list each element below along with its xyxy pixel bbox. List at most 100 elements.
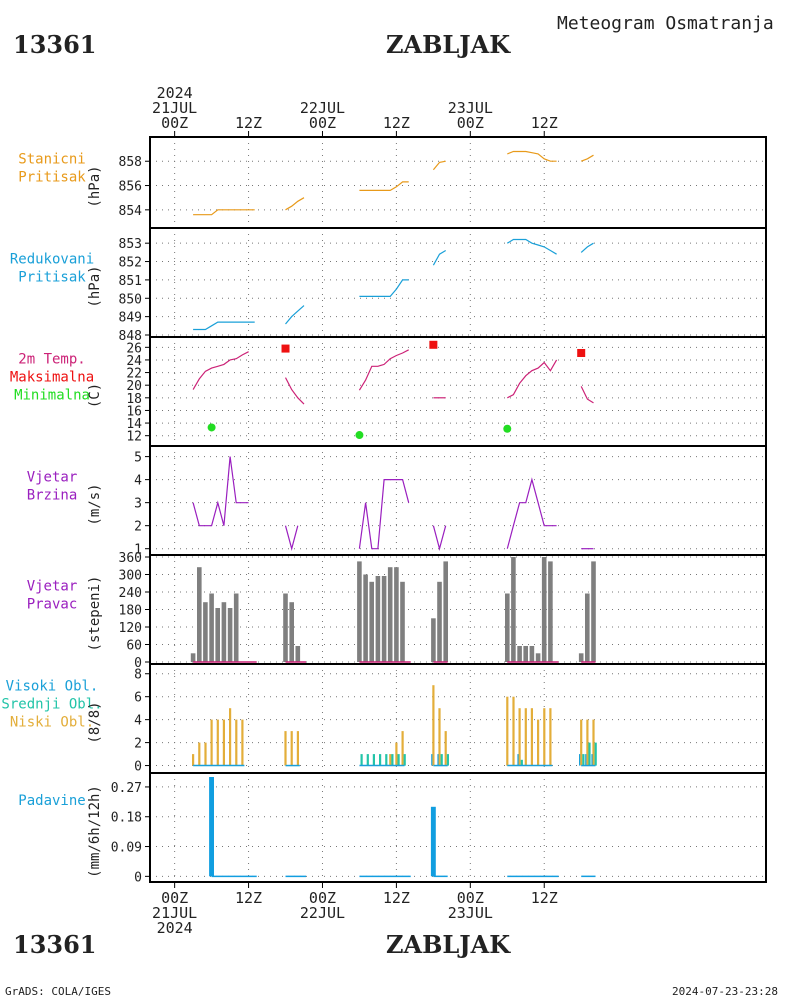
bar bbox=[397, 754, 400, 766]
bar bbox=[541, 557, 547, 662]
y-tick-label: 20 bbox=[126, 379, 142, 394]
panel-precipitation: 0 0.09 0.18 0.27 Padavine (mm/6h/12h) bbox=[18, 772, 767, 885]
bar bbox=[430, 806, 436, 877]
bar bbox=[530, 708, 533, 766]
y-tick-label: 60 bbox=[126, 639, 142, 654]
bar bbox=[387, 567, 393, 662]
x-tick-label-bottom: 00Z bbox=[161, 889, 188, 907]
series-line bbox=[193, 321, 255, 331]
bar bbox=[385, 754, 388, 766]
y-tick-label: 180 bbox=[119, 604, 142, 619]
series-line bbox=[506, 477, 557, 549]
bar bbox=[517, 646, 522, 662]
bar bbox=[222, 719, 225, 766]
bar bbox=[580, 719, 583, 766]
bar bbox=[579, 754, 581, 766]
footer-credit: GrADS: COLA/IGES bbox=[5, 985, 111, 998]
x-tick-label-top: 00Z bbox=[161, 114, 188, 132]
panel-clouds: 0 2 4 6 8 Visoki Obl. Srednji Obl. Niski Obl.(8… bbox=[1, 663, 767, 775]
y-tick-label: 6 bbox=[134, 691, 142, 706]
panel-label-line: Niski Obl. bbox=[10, 715, 94, 731]
x-tick-label-bottom: 12Z bbox=[383, 889, 410, 907]
bar bbox=[431, 618, 436, 663]
bar bbox=[506, 696, 509, 766]
y-tick-label: 851 bbox=[119, 274, 142, 289]
bar bbox=[543, 708, 546, 766]
panel-data bbox=[193, 238, 594, 331]
y-tick-label: 120 bbox=[119, 621, 142, 636]
x-tick-label-top: 22JUL bbox=[300, 99, 345, 117]
bar bbox=[295, 646, 301, 662]
bar bbox=[438, 708, 441, 766]
series-line bbox=[432, 249, 447, 266]
bar bbox=[233, 593, 239, 662]
y-tick-label: 3 bbox=[134, 497, 142, 512]
series-line bbox=[580, 242, 594, 253]
series-line bbox=[506, 238, 557, 255]
bar bbox=[290, 731, 293, 766]
y-tick-label: 360 bbox=[119, 551, 142, 566]
series-line bbox=[432, 525, 447, 552]
bar bbox=[389, 754, 392, 766]
panel-data bbox=[190, 557, 596, 663]
panel-label-line: Minimalna bbox=[14, 388, 90, 404]
y-tick-label: 2 bbox=[134, 737, 142, 752]
max-temp-marker bbox=[281, 344, 290, 353]
x-tick-label-bottom: 00Z bbox=[309, 889, 336, 907]
bar bbox=[520, 759, 523, 766]
y-tick-label: 24 bbox=[126, 354, 142, 369]
y-tick-label: 0.09 bbox=[111, 841, 142, 856]
bar bbox=[216, 719, 219, 766]
y-tick-label: 0 bbox=[134, 760, 142, 775]
y-tick-label: 8 bbox=[134, 668, 142, 683]
panel-frame bbox=[149, 136, 767, 229]
x-tick-label-bottom: 2024 bbox=[157, 919, 193, 937]
x-tick-label-top: 00Z bbox=[457, 114, 484, 132]
bar bbox=[209, 777, 214, 877]
max-temp-marker bbox=[577, 348, 586, 357]
panel-frame bbox=[149, 227, 767, 338]
bar bbox=[517, 754, 519, 766]
bar bbox=[588, 742, 591, 766]
bar bbox=[381, 576, 387, 662]
panel-label-line: Vjetar bbox=[27, 579, 78, 595]
panel-wind-direction: 0 60 120 180 240 300 360 Vjetar Pravac (stepeni) bbox=[27, 551, 767, 671]
series-line bbox=[580, 154, 594, 162]
bar bbox=[395, 742, 398, 766]
series-line bbox=[192, 456, 249, 527]
station-id-top: 13361 bbox=[13, 30, 97, 59]
y-tick-label: 2 bbox=[134, 520, 142, 535]
series-line bbox=[359, 181, 409, 191]
y-tick-label: 0.27 bbox=[111, 781, 142, 796]
bar bbox=[592, 719, 595, 766]
series-line bbox=[193, 209, 255, 216]
bar bbox=[366, 754, 369, 766]
panel-data bbox=[192, 340, 594, 440]
bar bbox=[203, 602, 208, 662]
bar bbox=[296, 731, 299, 766]
panel-wind-speed: 1 2 3 4 5 Vjetar Brzina (m/s) bbox=[27, 445, 767, 558]
y-tick-label: 858 bbox=[119, 155, 142, 170]
x-tick-label-bottom: 21JUL bbox=[152, 904, 197, 922]
bar bbox=[437, 754, 439, 766]
series-line bbox=[284, 525, 299, 552]
y-axis-label: (8/8) bbox=[87, 701, 103, 743]
min-temp-marker bbox=[207, 423, 216, 432]
bar bbox=[585, 754, 587, 766]
y-tick-label: 22 bbox=[126, 367, 142, 382]
panel-frame bbox=[149, 336, 767, 447]
bar bbox=[440, 754, 443, 766]
bar bbox=[357, 561, 362, 662]
bar bbox=[391, 754, 394, 766]
bar bbox=[379, 754, 382, 766]
panel-data bbox=[193, 150, 594, 216]
y-tick-label: 5 bbox=[134, 451, 142, 466]
bar bbox=[549, 708, 552, 766]
x-tick-label-top: 12Z bbox=[531, 114, 558, 132]
max-temp-marker bbox=[429, 340, 438, 349]
series-line bbox=[284, 377, 305, 405]
bar bbox=[582, 754, 585, 766]
y-axis-label: (stepeni) bbox=[87, 576, 103, 652]
footer-timestamp: 2024-07-23-23:28 bbox=[672, 985, 778, 998]
bar bbox=[403, 754, 406, 766]
